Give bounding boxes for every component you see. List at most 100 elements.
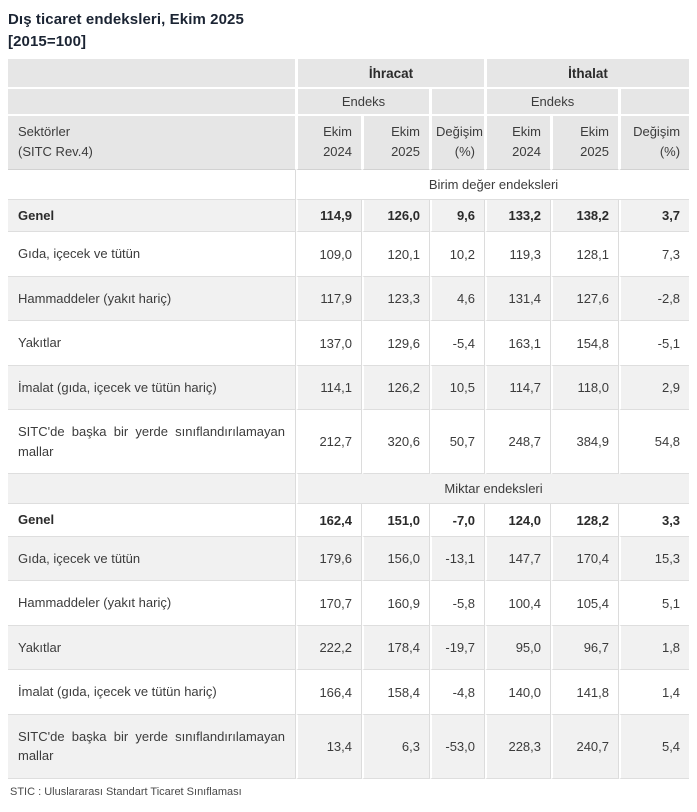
value-cell: 118,0 <box>551 365 620 411</box>
row-label: Yakıtlar <box>8 625 296 671</box>
column-header-line1: Ekim <box>512 123 542 139</box>
table-row: Gıda, içecek ve tütün 179,6 156,0 -13,1 147,… <box>8 536 690 582</box>
value-cell: 100,4 <box>485 581 552 626</box>
row-label: SITC'de başka bir yerde sınıflandırılama… <box>8 714 296 779</box>
row-label: SITC'de başka bir yerde sınıflandırılama… <box>8 410 296 475</box>
value-cell: 147,7 <box>485 536 552 582</box>
value-cell: 212,7 <box>296 410 362 475</box>
column-header-line2: 2024 <box>323 143 352 159</box>
value-cell: 9,6 <box>430 199 486 233</box>
value-cell: 240,7 <box>551 714 620 779</box>
value-cell: 4,6 <box>430 276 486 322</box>
value-cell: 170,7 <box>296 581 362 626</box>
value-cell: 163,1 <box>485 321 552 366</box>
value-cell: 141,8 <box>551 670 620 715</box>
subgroup-header-spacer <box>8 88 296 116</box>
row-label: Yakıtlar <box>8 321 296 366</box>
value-cell: 114,7 <box>485 365 552 411</box>
value-cell: 133,2 <box>485 199 552 233</box>
column-header-line1: Değişim <box>436 123 483 139</box>
section-header-spacer <box>8 474 296 505</box>
table-row: İmalat (gıda, içecek ve tütün hariç) 114,… <box>8 365 690 411</box>
value-cell: 105,4 <box>551 581 620 626</box>
value-cell: 129,6 <box>362 321 430 366</box>
row-label: Genel <box>8 199 296 233</box>
value-cell: -5,4 <box>430 321 486 366</box>
value-cell: 1,8 <box>619 625 690 671</box>
group-header-spacer <box>8 58 296 89</box>
value-cell: 6,3 <box>362 714 430 779</box>
value-cell: 126,2 <box>362 365 430 411</box>
value-cell: 179,6 <box>296 536 362 582</box>
value-cell: 228,3 <box>485 714 552 779</box>
table-row: Gıda, içecek ve tütün 109,0 120,1 10,2 119,3… <box>8 232 690 277</box>
table-row: Hammaddeler (yakıt hariç) 170,7 160,9 -5,8 1… <box>8 581 690 626</box>
imports-change-spacer <box>619 88 690 116</box>
value-cell: 138,2 <box>551 199 620 233</box>
value-cell: -53,0 <box>430 714 486 779</box>
value-cell: 117,9 <box>296 276 362 322</box>
row-label: İmalat (gıda, içecek ve tütün hariç) <box>8 670 296 715</box>
column-header: Değişim (%) <box>619 115 690 170</box>
column-header: Ekim 2025 <box>362 115 430 170</box>
row-label: Gıda, içecek ve tütün <box>8 232 296 277</box>
value-cell: -4,8 <box>430 670 486 715</box>
column-header-line1: Ekim <box>580 123 610 139</box>
value-cell: 119,3 <box>485 232 552 277</box>
column-header-line1: Değişim <box>633 123 681 139</box>
value-cell: 3,7 <box>619 199 690 233</box>
value-cell: 10,5 <box>430 365 486 411</box>
value-cell: 109,0 <box>296 232 362 277</box>
column-header-line2: 2025 <box>580 143 610 159</box>
value-cell: 178,4 <box>362 625 430 671</box>
exports-endeks-label: Endeks <box>296 88 430 116</box>
value-cell: 128,1 <box>551 232 620 277</box>
page-subtitle: [2015=100] <box>8 32 87 50</box>
section-header-row: Miktar endeksleri <box>8 474 690 505</box>
value-cell: 131,4 <box>485 276 552 322</box>
column-header-line1: Ekim <box>323 123 352 139</box>
column-header: Ekim 2024 <box>485 115 552 170</box>
value-cell: 320,6 <box>362 410 430 475</box>
value-cell: 13,4 <box>296 714 362 779</box>
value-cell: 96,7 <box>551 625 620 671</box>
sector-header-line2: (SITC Rev.4) <box>18 143 93 159</box>
table-row: SITC'de başka bir yerde sınıflandırılama… <box>8 410 690 475</box>
value-cell: 123,3 <box>362 276 430 322</box>
value-cell: 1,4 <box>619 670 690 715</box>
table-row: SITC'de başka bir yerde sınıflandırılama… <box>8 714 690 779</box>
page-title: Dış ticaret endeksleri, Ekim 2025 <box>8 11 244 28</box>
value-cell: 162,4 <box>296 504 362 537</box>
value-cell: 114,9 <box>296 199 362 233</box>
row-label: Hammaddeler (yakıt hariç) <box>8 581 296 626</box>
value-cell: 7,3 <box>619 232 690 277</box>
column-group-exports: İhracat <box>296 58 486 89</box>
column-header-line2: 2025 <box>391 143 420 159</box>
value-cell: -5,1 <box>619 321 690 366</box>
value-cell: -2,8 <box>619 276 690 322</box>
value-cell: 170,4 <box>551 536 620 582</box>
sector-header-line1: Sektörler <box>18 123 71 139</box>
value-cell: 127,6 <box>551 276 620 322</box>
value-cell: 126,0 <box>362 199 430 233</box>
section-title: Miktar endeksleri <box>296 474 690 505</box>
value-cell: 114,1 <box>296 365 362 411</box>
value-cell: 384,9 <box>551 410 620 475</box>
column-header-line2: (%) <box>454 143 476 159</box>
value-cell: -13,1 <box>430 536 486 582</box>
column-header-line1: Ekim <box>391 123 420 139</box>
value-cell: 137,0 <box>296 321 362 366</box>
table-row: Genel 114,9 126,0 9,6 133,2 138,2 3,7 <box>8 199 690 233</box>
value-cell: -7,0 <box>430 504 486 537</box>
value-cell: -5,8 <box>430 581 486 626</box>
value-cell: 3,3 <box>619 504 690 537</box>
value-cell: 120,1 <box>362 232 430 277</box>
column-group-imports: İthalat <box>485 58 690 89</box>
value-cell: 5,4 <box>619 714 690 779</box>
row-label: Genel <box>8 504 296 537</box>
exports-change-spacer <box>430 88 486 116</box>
value-cell: 156,0 <box>362 536 430 582</box>
value-cell: 124,0 <box>485 504 552 537</box>
value-cell: 160,9 <box>362 581 430 626</box>
column-header-line2: 2024 <box>512 143 542 159</box>
